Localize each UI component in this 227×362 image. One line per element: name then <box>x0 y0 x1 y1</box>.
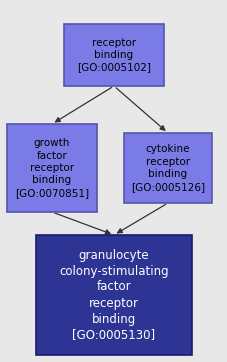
Text: growth
factor
receptor
binding
[GO:0070851]: growth factor receptor binding [GO:00708… <box>15 138 89 198</box>
Text: cytokine
receptor
binding
[GO:0005126]: cytokine receptor binding [GO:0005126] <box>130 144 204 191</box>
FancyBboxPatch shape <box>64 24 163 86</box>
Text: receptor
binding
[GO:0005102]: receptor binding [GO:0005102] <box>77 38 150 72</box>
Text: granulocyte
colony-stimulating
factor
receptor
binding
[GO:0005130]: granulocyte colony-stimulating factor re… <box>59 248 168 341</box>
FancyBboxPatch shape <box>123 133 211 203</box>
FancyBboxPatch shape <box>7 124 96 212</box>
FancyBboxPatch shape <box>36 235 191 355</box>
